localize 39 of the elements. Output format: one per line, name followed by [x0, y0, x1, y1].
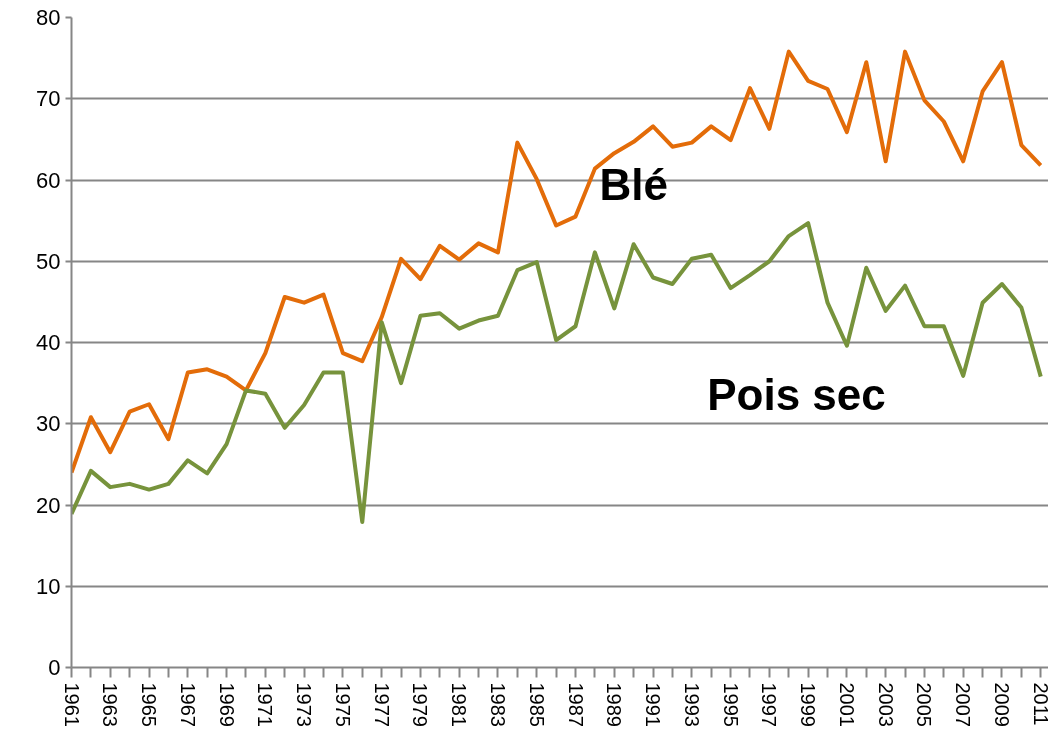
- y-tick-label: 10: [36, 573, 61, 599]
- x-tick-label: 1985: [525, 682, 548, 727]
- x-tick-label: 1995: [719, 682, 742, 727]
- x-tick-label: 2011: [1029, 682, 1048, 726]
- x-tick-label: 1977: [370, 682, 393, 727]
- x-tick-label: 1999: [797, 682, 820, 727]
- x-tick-label: 2005: [913, 682, 936, 727]
- series-label: Pois sec: [707, 370, 886, 419]
- x-tick-label: 2007: [952, 682, 975, 727]
- x-tick-label: 1967: [176, 682, 199, 727]
- y-tick-label: 30: [36, 411, 61, 437]
- y-tick-label: 50: [36, 248, 61, 274]
- x-tick-label: 1975: [331, 682, 354, 727]
- x-tick-label: 1989: [603, 682, 626, 727]
- x-tick-label: 1997: [758, 682, 781, 727]
- y-tick-label: 80: [36, 5, 61, 30]
- x-tick-label: 1969: [215, 682, 238, 727]
- x-tick-label: 1991: [642, 682, 665, 727]
- x-tick-label: 1973: [293, 682, 316, 727]
- x-tick-label: 1993: [680, 682, 703, 727]
- y-tick-label: 0: [48, 655, 61, 680]
- x-tick-label: 1979: [409, 682, 432, 727]
- y-tick-label: 40: [36, 330, 61, 355]
- line-series: [71, 221, 1043, 525]
- x-tick-label: 2009: [990, 682, 1013, 727]
- line-series: [71, 49, 1043, 475]
- x-tick-label: 1965: [138, 682, 161, 727]
- x-tick-label: 1983: [486, 682, 509, 727]
- x-tick-label: 2003: [874, 682, 897, 727]
- x-tick-label: 1981: [448, 682, 471, 727]
- x-tick-label: 1987: [564, 682, 587, 727]
- x-tick-label: 1961: [60, 682, 83, 727]
- y-tick-label: 70: [36, 86, 61, 112]
- y-tick-label: 20: [36, 492, 61, 518]
- x-tick-label: 1971: [254, 682, 277, 727]
- series-label: Blé: [599, 159, 668, 209]
- y-tick-label: 60: [36, 167, 61, 193]
- x-tick-label: 2001: [835, 682, 858, 727]
- x-tick-label: 1963: [99, 682, 122, 727]
